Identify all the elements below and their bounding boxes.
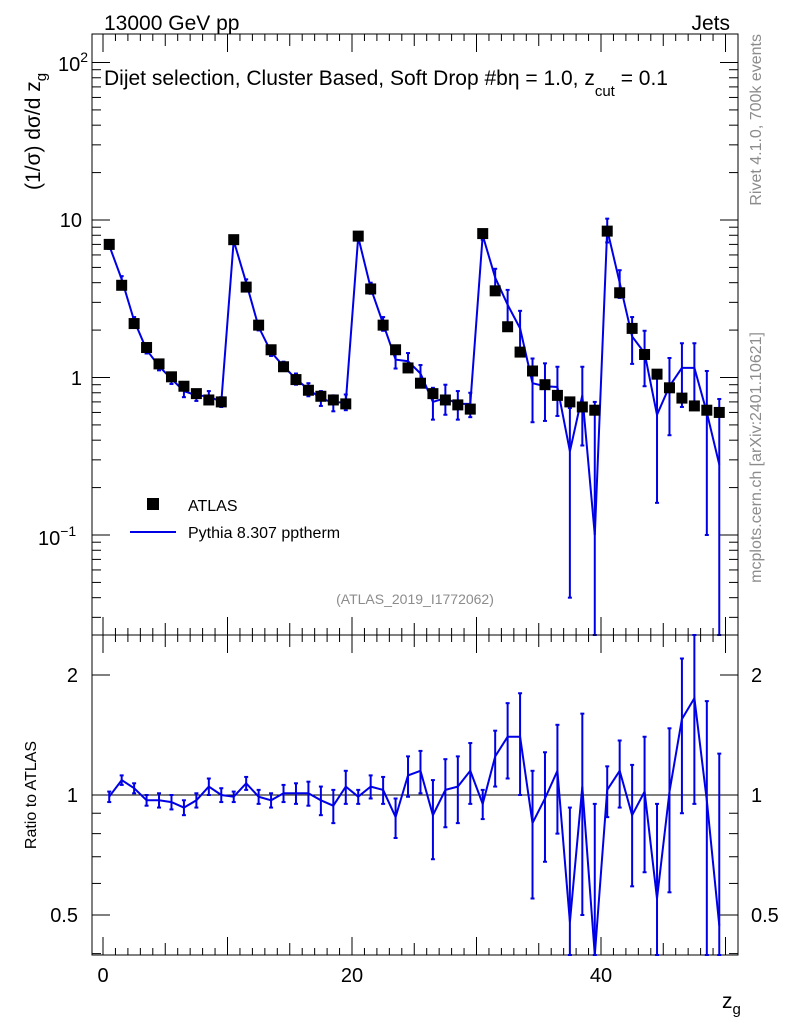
atlas-point xyxy=(477,228,489,240)
atlas-point xyxy=(464,403,476,415)
mc-line xyxy=(108,229,721,536)
atlas-point xyxy=(414,377,426,389)
main-axis-ticks xyxy=(92,34,738,635)
ratio-series xyxy=(107,634,722,956)
atlas-point xyxy=(601,225,613,237)
x-axis-title: zg xyxy=(722,990,741,1018)
atlas-point xyxy=(315,390,327,402)
atlas-point xyxy=(352,230,364,242)
atlas-point xyxy=(564,396,576,408)
atlas-point xyxy=(539,379,551,391)
atlas-point xyxy=(551,389,563,401)
atlas-point xyxy=(639,348,651,360)
atlas-point xyxy=(614,287,626,299)
ratio-y-axis-title: Ratio to ATLAS xyxy=(23,741,40,849)
atlas-point xyxy=(651,368,663,380)
legend-mc-label: Pythia 8.307 pptherm xyxy=(188,525,340,542)
atlas-point xyxy=(589,404,601,416)
atlas-point xyxy=(240,281,252,293)
y-tick-label-1: 1 xyxy=(71,368,82,390)
ratio-y-tick-label-right-2: 2 xyxy=(751,665,762,687)
atlas-point xyxy=(576,401,588,413)
atlas-point xyxy=(663,382,675,394)
ratio-y-tick-label-1: 1 xyxy=(67,785,78,807)
atlas-point xyxy=(290,374,302,386)
atlas-point xyxy=(302,384,314,396)
atlas-point xyxy=(265,344,277,356)
y-tick-label-100: 102 xyxy=(58,49,88,76)
analysis-id: (ATLAS_2019_I1772062) xyxy=(336,591,494,607)
atlas-point xyxy=(514,346,526,358)
atlas-point xyxy=(676,392,688,404)
ratio-panel: Ratio to ATLAS 2 1 0.5 2 1 0.5 0 20 40 z… xyxy=(23,634,779,1018)
plot-title: Dijet selection, Cluster Based, Soft Dro… xyxy=(104,67,668,100)
atlas-point xyxy=(327,394,339,406)
x-tick-label-40: 40 xyxy=(590,965,612,987)
legend-atlas-marker xyxy=(147,498,159,510)
atlas-point xyxy=(103,238,115,250)
atlas-point xyxy=(527,365,539,377)
atlas-point xyxy=(626,322,638,334)
ratio-axis-ticks xyxy=(92,635,738,955)
ratio-y-tick-label-right-0.5: 0.5 xyxy=(751,905,779,927)
energy-label: 13000 GeV pp xyxy=(104,12,239,35)
main-panel: Dijet selection, Cluster Based, Soft Dro… xyxy=(22,33,739,636)
y-tick-label-0.1: 10−1 xyxy=(38,523,76,550)
atlas-point xyxy=(153,358,165,370)
atlas-point xyxy=(278,361,290,373)
atlas-series xyxy=(103,225,725,418)
atlas-point xyxy=(439,394,451,406)
atlas-point xyxy=(128,318,140,330)
ratio-y-tick-label-right-1: 1 xyxy=(751,785,762,807)
y-axis-title: (1/σ) dσ/d zg xyxy=(22,73,50,190)
atlas-point xyxy=(178,380,190,392)
atlas-point xyxy=(390,344,402,356)
atlas-point xyxy=(215,396,227,408)
atlas-point xyxy=(489,285,501,297)
category-label: Jets xyxy=(691,12,730,35)
atlas-point xyxy=(452,399,464,411)
atlas-point xyxy=(365,283,377,295)
atlas-point xyxy=(377,319,389,331)
mc-series xyxy=(107,217,722,636)
main-frame xyxy=(91,33,739,636)
atlas-point xyxy=(701,404,713,416)
rivet-label: Rivet 4.1.0, 700k events xyxy=(748,34,765,206)
atlas-point xyxy=(190,388,202,400)
atlas-point xyxy=(141,342,153,354)
atlas-point xyxy=(203,394,215,406)
ratio-y-tick-label-2: 2 xyxy=(67,665,78,687)
atlas-point xyxy=(116,279,128,291)
atlas-point xyxy=(427,388,439,400)
ratio-y-tick-label-0.5: 0.5 xyxy=(50,905,78,927)
mcplots-label: mcplots.cern.ch [arXiv:2401.10621] xyxy=(748,332,765,583)
x-tick-label-0: 0 xyxy=(97,965,108,987)
atlas-point xyxy=(502,321,514,333)
ratio-line xyxy=(108,695,721,956)
atlas-point xyxy=(228,234,240,246)
atlas-point xyxy=(688,400,700,412)
legend-atlas-label: ATLAS xyxy=(188,498,238,515)
atlas-point xyxy=(713,406,725,418)
atlas-point xyxy=(165,371,177,383)
atlas-point xyxy=(340,398,352,410)
atlas-point xyxy=(402,362,414,374)
y-tick-label-10: 10 xyxy=(60,210,82,232)
x-tick-label-20: 20 xyxy=(341,965,363,987)
atlas-point xyxy=(253,319,265,331)
